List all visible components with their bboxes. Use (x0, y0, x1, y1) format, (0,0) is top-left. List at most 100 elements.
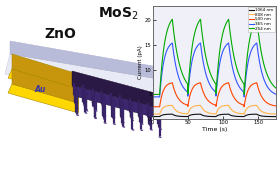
Polygon shape (122, 105, 124, 126)
Polygon shape (149, 123, 152, 125)
Polygon shape (112, 112, 115, 113)
Polygon shape (101, 92, 103, 103)
Text: Au: Au (34, 84, 46, 94)
500 nm (157, 106, 160, 108)
Polygon shape (74, 86, 76, 101)
365 nm (274, 93, 277, 95)
Polygon shape (155, 75, 244, 112)
Polygon shape (121, 102, 123, 123)
1064 nm (274, 115, 277, 118)
365 nm (255, 42, 258, 44)
Polygon shape (92, 103, 95, 105)
Polygon shape (147, 104, 149, 117)
Polygon shape (129, 99, 130, 111)
Polygon shape (94, 98, 97, 110)
254 nm (274, 87, 277, 89)
254 nm (270, 83, 274, 85)
808 nm (255, 104, 258, 106)
808 nm (274, 113, 277, 115)
Polygon shape (130, 117, 134, 118)
Polygon shape (131, 129, 134, 130)
808 nm (248, 105, 251, 108)
500 nm (255, 82, 258, 84)
Polygon shape (157, 118, 160, 119)
Polygon shape (8, 69, 78, 97)
Polygon shape (120, 107, 122, 109)
254 nm (207, 69, 211, 71)
Polygon shape (93, 92, 95, 103)
254 nm (255, 18, 258, 20)
Polygon shape (12, 69, 78, 103)
365 nm (207, 82, 211, 84)
Polygon shape (103, 118, 106, 120)
254 nm (151, 93, 154, 96)
Polygon shape (111, 117, 114, 118)
Polygon shape (74, 84, 75, 94)
Polygon shape (130, 105, 132, 117)
Polygon shape (147, 116, 150, 118)
Polygon shape (73, 94, 76, 96)
Polygon shape (119, 105, 122, 106)
Polygon shape (110, 93, 112, 102)
Polygon shape (120, 99, 122, 118)
Polygon shape (84, 112, 87, 114)
Polygon shape (131, 119, 134, 121)
Polygon shape (158, 127, 161, 128)
Polygon shape (149, 111, 151, 123)
Polygon shape (75, 89, 77, 100)
Polygon shape (140, 107, 142, 120)
Polygon shape (85, 95, 87, 110)
Y-axis label: Current (pA): Current (pA) (138, 46, 143, 79)
Polygon shape (120, 97, 121, 107)
Polygon shape (158, 136, 162, 138)
Polygon shape (112, 116, 116, 118)
Polygon shape (94, 96, 96, 118)
Polygon shape (73, 83, 75, 94)
Polygon shape (102, 93, 103, 106)
254 nm (157, 93, 160, 96)
808 nm (151, 113, 154, 115)
Polygon shape (139, 122, 142, 123)
Polygon shape (111, 96, 113, 109)
Polygon shape (76, 108, 79, 109)
Polygon shape (140, 129, 143, 131)
Polygon shape (111, 109, 114, 111)
Polygon shape (139, 117, 141, 119)
365 nm (211, 88, 214, 90)
Polygon shape (148, 124, 151, 125)
Polygon shape (72, 71, 155, 107)
1064 nm (151, 115, 154, 118)
Polygon shape (122, 122, 125, 123)
500 nm (270, 104, 274, 106)
Polygon shape (103, 115, 106, 116)
500 nm (207, 101, 211, 103)
808 nm (211, 112, 214, 115)
Polygon shape (103, 98, 105, 118)
Polygon shape (130, 115, 132, 116)
Line: 500 nm: 500 nm (153, 83, 276, 107)
Polygon shape (85, 109, 88, 110)
Polygon shape (84, 101, 87, 103)
1064 nm (270, 115, 274, 118)
Polygon shape (75, 90, 77, 112)
Line: 365 nm: 365 nm (153, 43, 276, 97)
Polygon shape (82, 102, 85, 103)
Polygon shape (104, 100, 106, 122)
Polygon shape (119, 95, 121, 105)
Polygon shape (74, 101, 77, 103)
Line: 254 nm: 254 nm (153, 19, 276, 94)
Polygon shape (130, 102, 132, 115)
Polygon shape (147, 117, 150, 118)
Polygon shape (121, 123, 124, 125)
365 nm (270, 91, 274, 93)
365 nm (248, 54, 251, 57)
Polygon shape (84, 90, 85, 101)
Polygon shape (75, 89, 78, 112)
Polygon shape (72, 85, 160, 119)
Polygon shape (8, 84, 78, 112)
Polygon shape (148, 105, 150, 120)
808 nm (157, 113, 160, 115)
Polygon shape (129, 111, 132, 112)
Polygon shape (129, 101, 131, 112)
Polygon shape (102, 96, 104, 116)
